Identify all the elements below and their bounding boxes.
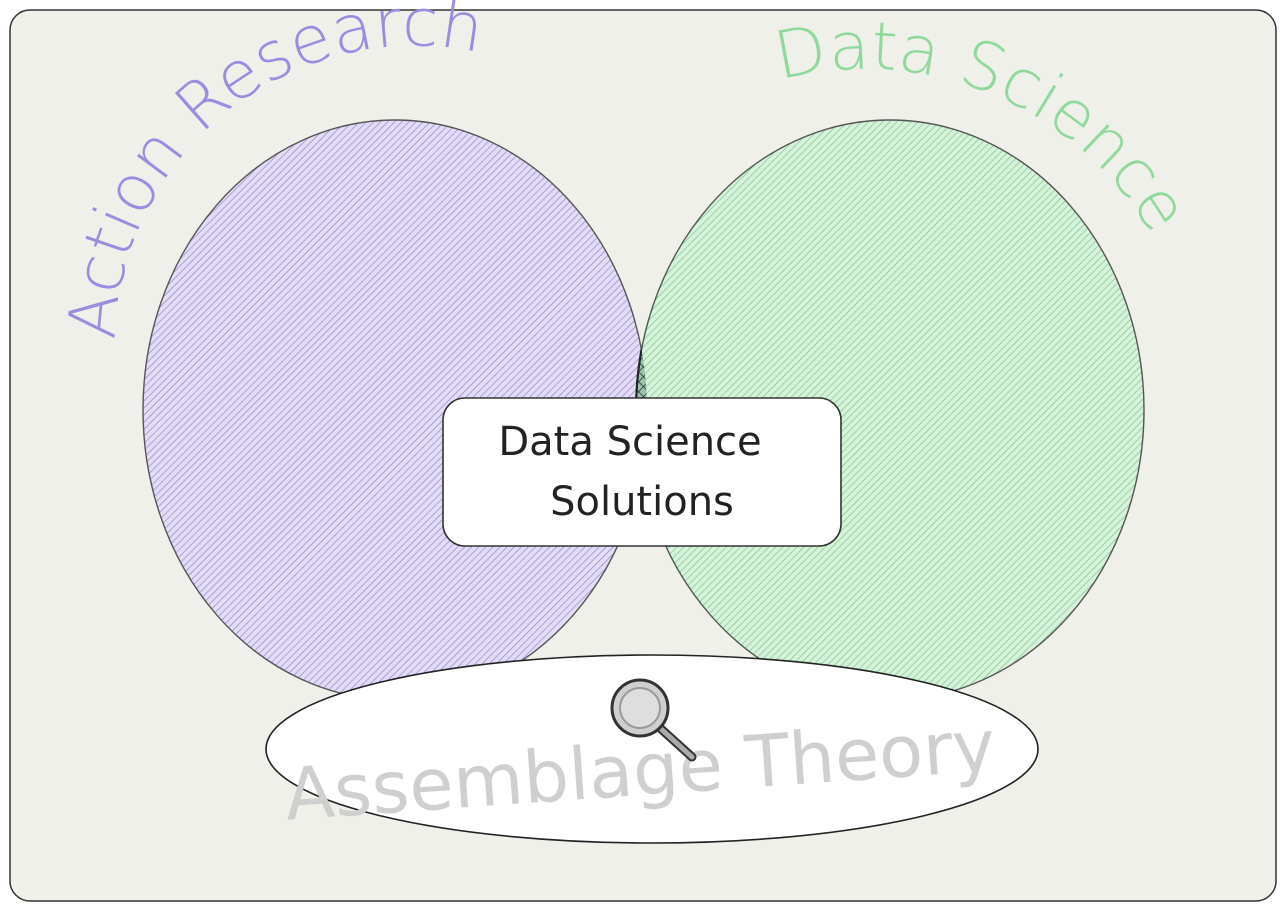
assemblage-theory-ellipse <box>265 654 1039 844</box>
intersection-label-line-2: Solutions <box>550 479 734 525</box>
magnifier-icon <box>610 678 697 762</box>
intersection-label-line-1: Data Science <box>498 419 761 465</box>
intersection-label-box <box>442 397 842 547</box>
